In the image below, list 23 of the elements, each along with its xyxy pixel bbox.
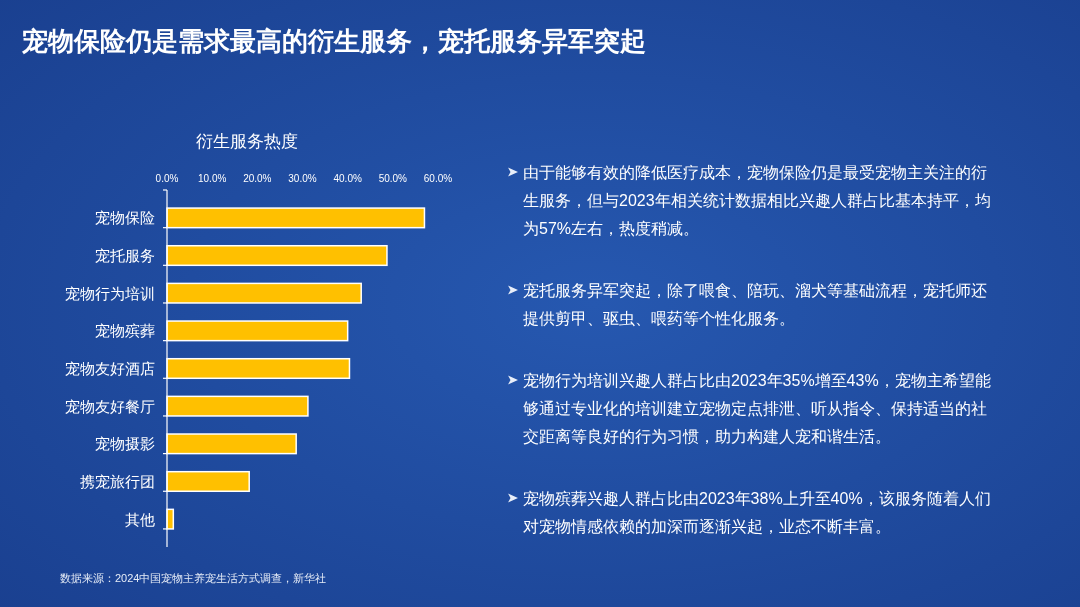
text: 由于能够有效的降低医疗成本，宠物保险仍是最受宠物主关注的衍生服务，但与2023年相关统计数据相比兴趣人群占比基本持平，均为57%左右，热度稍减。 (523, 163, 991, 237)
chart-title: 宠物保险仍是需求最高的衍生服务，宠托服务异军突起 (21, 26, 646, 56)
y-tick-label: 宠物摄影 (95, 435, 155, 453)
x-tick-label: 20.0% (243, 172, 272, 184)
source-note: 数据来源：2024中国宠物主养宠生活方式调查，新华社 (60, 572, 327, 584)
chart-subtitle: 衍生服务热度 (196, 131, 298, 151)
y-tick-label: 宠物友好餐厅 (65, 397, 155, 415)
x-tick-label: 10.0% (197, 172, 227, 184)
x-tick-label: 30.0% (288, 172, 317, 184)
x-tick-label: 40.0% (333, 172, 362, 184)
y-tick-label: 宠物友好酒店 (65, 360, 155, 377)
x-tick-label: 50.0% (378, 172, 408, 184)
y-tick-label: 其他 (125, 510, 155, 528)
y-tick-label: 宠物行为培训 (65, 284, 155, 302)
y-tick-label: 宠物保险 (95, 209, 155, 227)
x-tick-label: 60.0% (423, 172, 453, 184)
y-tick-label: 宠托服务 (95, 247, 155, 265)
y-tick-label: 宠物殡葬 (95, 322, 155, 340)
y-tick-label: 携宠旅行团 (80, 472, 155, 490)
text: 宠物殡葬兴趣人群占比由2023年38%上升至40%，该服务随着人们对宠物情感依赖的加深而逐渐兴起，业态不断丰富。 (523, 489, 991, 535)
x-tick-label: 0.0% (155, 172, 179, 184)
text: 宠托服务异军突起，除了喂食、陪玩、溜犬等基础流程，宠托师还提供剪甲、驱虫、喂药等个性化服务。 (523, 281, 987, 327)
text: 宠物行为培训兴趣人群占比由2023年35%增至43%，宠物主希望能够通过专业化的培训建立宠物定点排泄、听从指令、保持适当的社交距离等良好的行为习惯，助力构建人宠和谐生活。 (523, 371, 991, 445)
